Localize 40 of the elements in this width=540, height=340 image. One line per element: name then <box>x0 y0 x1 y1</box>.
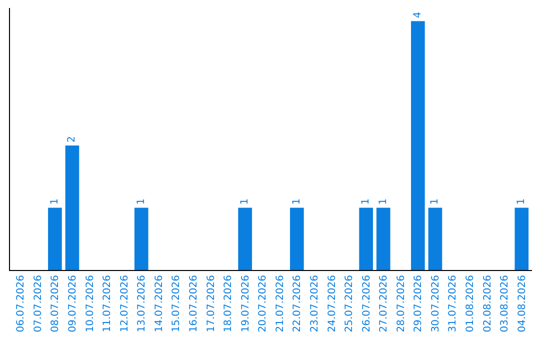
x-tick-label: 28.07.2026 <box>396 275 407 332</box>
x-tick-label: 24.07.2026 <box>326 275 338 332</box>
x-tick-label: 18.07.2026 <box>223 275 234 332</box>
x-tick-label: 10.07.2026 <box>84 275 96 332</box>
data-label: 2 <box>66 136 78 143</box>
x-tick-label: 01.08.2026 <box>465 275 476 332</box>
x-tick-label: 16.07.2026 <box>188 275 200 332</box>
x-tick-label: 04.08.2026 <box>516 275 528 332</box>
x-tick-label: 27.07.2026 <box>378 275 390 332</box>
data-label: 1 <box>430 198 441 205</box>
x-tick-label: 22.07.2026 <box>292 275 304 332</box>
data-label: 1 <box>378 198 389 205</box>
x-tick-label: 19.07.2026 <box>240 275 252 332</box>
x-tick-label: 29.07.2026 <box>413 275 424 332</box>
x-tick-label: 14.07.2026 <box>154 275 165 332</box>
x-tick-label: 13.07.2026 <box>136 275 148 332</box>
data-label: 1 <box>516 198 528 205</box>
x-tick-label: 26.07.2026 <box>361 275 372 332</box>
data-label: 1 <box>49 198 60 205</box>
x-tick-label: 08.07.2026 <box>50 275 62 332</box>
x-tick-label: 03.08.2026 <box>500 275 511 332</box>
x-tick-label: 25.07.2026 <box>344 275 356 332</box>
x-tick-label: 09.07.2026 <box>67 275 78 332</box>
x-tick-label: 31.07.2026 <box>448 275 459 332</box>
data-label: 1 <box>360 198 372 205</box>
x-tick-label: 07.07.2026 <box>32 275 44 332</box>
data-label: 1 <box>240 198 251 205</box>
x-tick-label: 15.07.2026 <box>171 275 182 332</box>
x-tick-label: 23.07.2026 <box>309 275 320 332</box>
data-label: 1 <box>291 198 302 205</box>
x-tick-label: 17.07.2026 <box>206 275 217 332</box>
x-tick-label: 11.07.2026 <box>102 275 114 332</box>
x-tick-label: 20.07.2026 <box>258 275 269 332</box>
x-tick-label: 12.07.2026 <box>119 275 130 332</box>
data-label: 4 <box>412 12 424 18</box>
data-label: 1 <box>136 198 147 205</box>
x-tick-label: 02.08.2026 <box>482 275 494 332</box>
x-tick-label: 21.07.2026 <box>274 275 286 332</box>
x-tick-label: 30.07.2026 <box>430 275 442 332</box>
x-tick-label: 06.07.2026 <box>16 275 27 332</box>
